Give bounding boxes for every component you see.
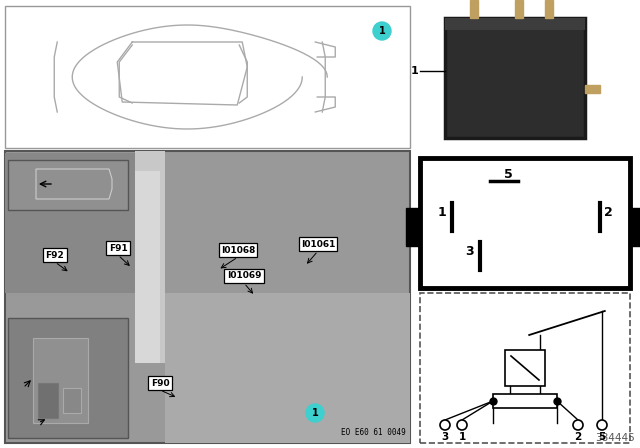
Text: F92: F92 — [45, 250, 65, 259]
Bar — [406, 208, 420, 246]
Bar — [420, 158, 630, 288]
Bar — [445, 18, 585, 138]
Bar — [135, 171, 160, 363]
Bar — [505, 350, 545, 386]
Circle shape — [440, 420, 450, 430]
Bar — [165, 293, 410, 443]
Text: 1: 1 — [438, 206, 446, 219]
Text: 5: 5 — [504, 168, 513, 181]
Text: 1: 1 — [312, 408, 318, 418]
Circle shape — [457, 420, 467, 430]
Bar — [135, 151, 165, 363]
Bar — [5, 6, 410, 148]
Bar — [420, 293, 630, 443]
Text: 1: 1 — [458, 432, 466, 442]
Bar — [33, 338, 88, 423]
Bar — [445, 18, 585, 30]
Text: I01068: I01068 — [221, 246, 255, 254]
Bar — [493, 394, 557, 408]
Text: 1: 1 — [410, 65, 418, 76]
Bar — [63, 388, 81, 413]
Text: 3: 3 — [466, 245, 474, 258]
Text: I01061: I01061 — [301, 240, 335, 249]
Bar — [630, 208, 640, 246]
Bar — [470, 0, 478, 18]
Circle shape — [597, 420, 607, 430]
Bar — [5, 151, 410, 443]
Text: 3: 3 — [442, 432, 449, 442]
Text: I01069: I01069 — [227, 271, 261, 280]
Text: F91: F91 — [109, 244, 127, 253]
Text: EO E60 61 0049: EO E60 61 0049 — [341, 428, 406, 437]
Text: 384445: 384445 — [595, 433, 635, 443]
Text: 2: 2 — [604, 206, 612, 219]
Text: 2: 2 — [574, 432, 582, 442]
Bar — [8, 160, 128, 210]
Bar — [515, 0, 523, 18]
Circle shape — [306, 404, 324, 422]
Bar — [38, 383, 58, 418]
Circle shape — [373, 22, 391, 40]
Text: F90: F90 — [150, 379, 170, 388]
Bar — [545, 0, 553, 18]
Bar — [8, 318, 128, 438]
Bar — [585, 85, 600, 93]
Text: 1: 1 — [379, 26, 385, 36]
Circle shape — [573, 420, 583, 430]
Text: 5: 5 — [598, 432, 605, 442]
Bar — [5, 153, 135, 293]
